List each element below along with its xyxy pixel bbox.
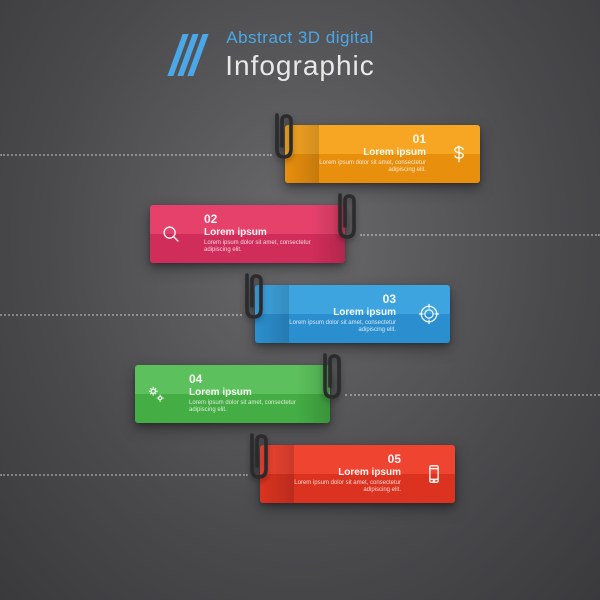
paperclip-icon: [317, 351, 347, 401]
info-card-03: 03Lorem ipsumLorem ipsum dolor sit amet,…: [255, 285, 450, 343]
paperclip-icon: [239, 271, 269, 321]
header-title: Infographic: [0, 50, 600, 82]
info-card-02: 02Lorem ipsumLorem ipsum dolor sit amet,…: [150, 205, 345, 263]
dotted-connector: [345, 394, 600, 396]
search-icon: [150, 223, 192, 245]
dotted-connector: [0, 474, 248, 476]
paperclip-icon: [244, 431, 274, 481]
info-card-01: 01Lorem ipsumLorem ipsum dolor sit amet,…: [285, 125, 480, 183]
target-icon: [408, 303, 450, 325]
info-card-04: 04Lorem ipsumLorem ipsum dolor sit amet,…: [135, 365, 330, 423]
paperclip-icon: [269, 111, 299, 161]
gears-icon: [135, 383, 177, 405]
paperclip-icon: [332, 191, 362, 241]
header-subtitle: Abstract 3D digital: [0, 28, 600, 48]
header: Abstract 3D digital Infographic: [0, 28, 600, 82]
dotted-connector: [0, 154, 272, 156]
info-card-05: 05Lorem ipsumLorem ipsum dolor sit amet,…: [260, 445, 455, 503]
dotted-connector: [360, 234, 600, 236]
dollar-icon: [438, 143, 480, 165]
dotted-connector: [0, 314, 242, 316]
phone-icon: [413, 463, 455, 485]
